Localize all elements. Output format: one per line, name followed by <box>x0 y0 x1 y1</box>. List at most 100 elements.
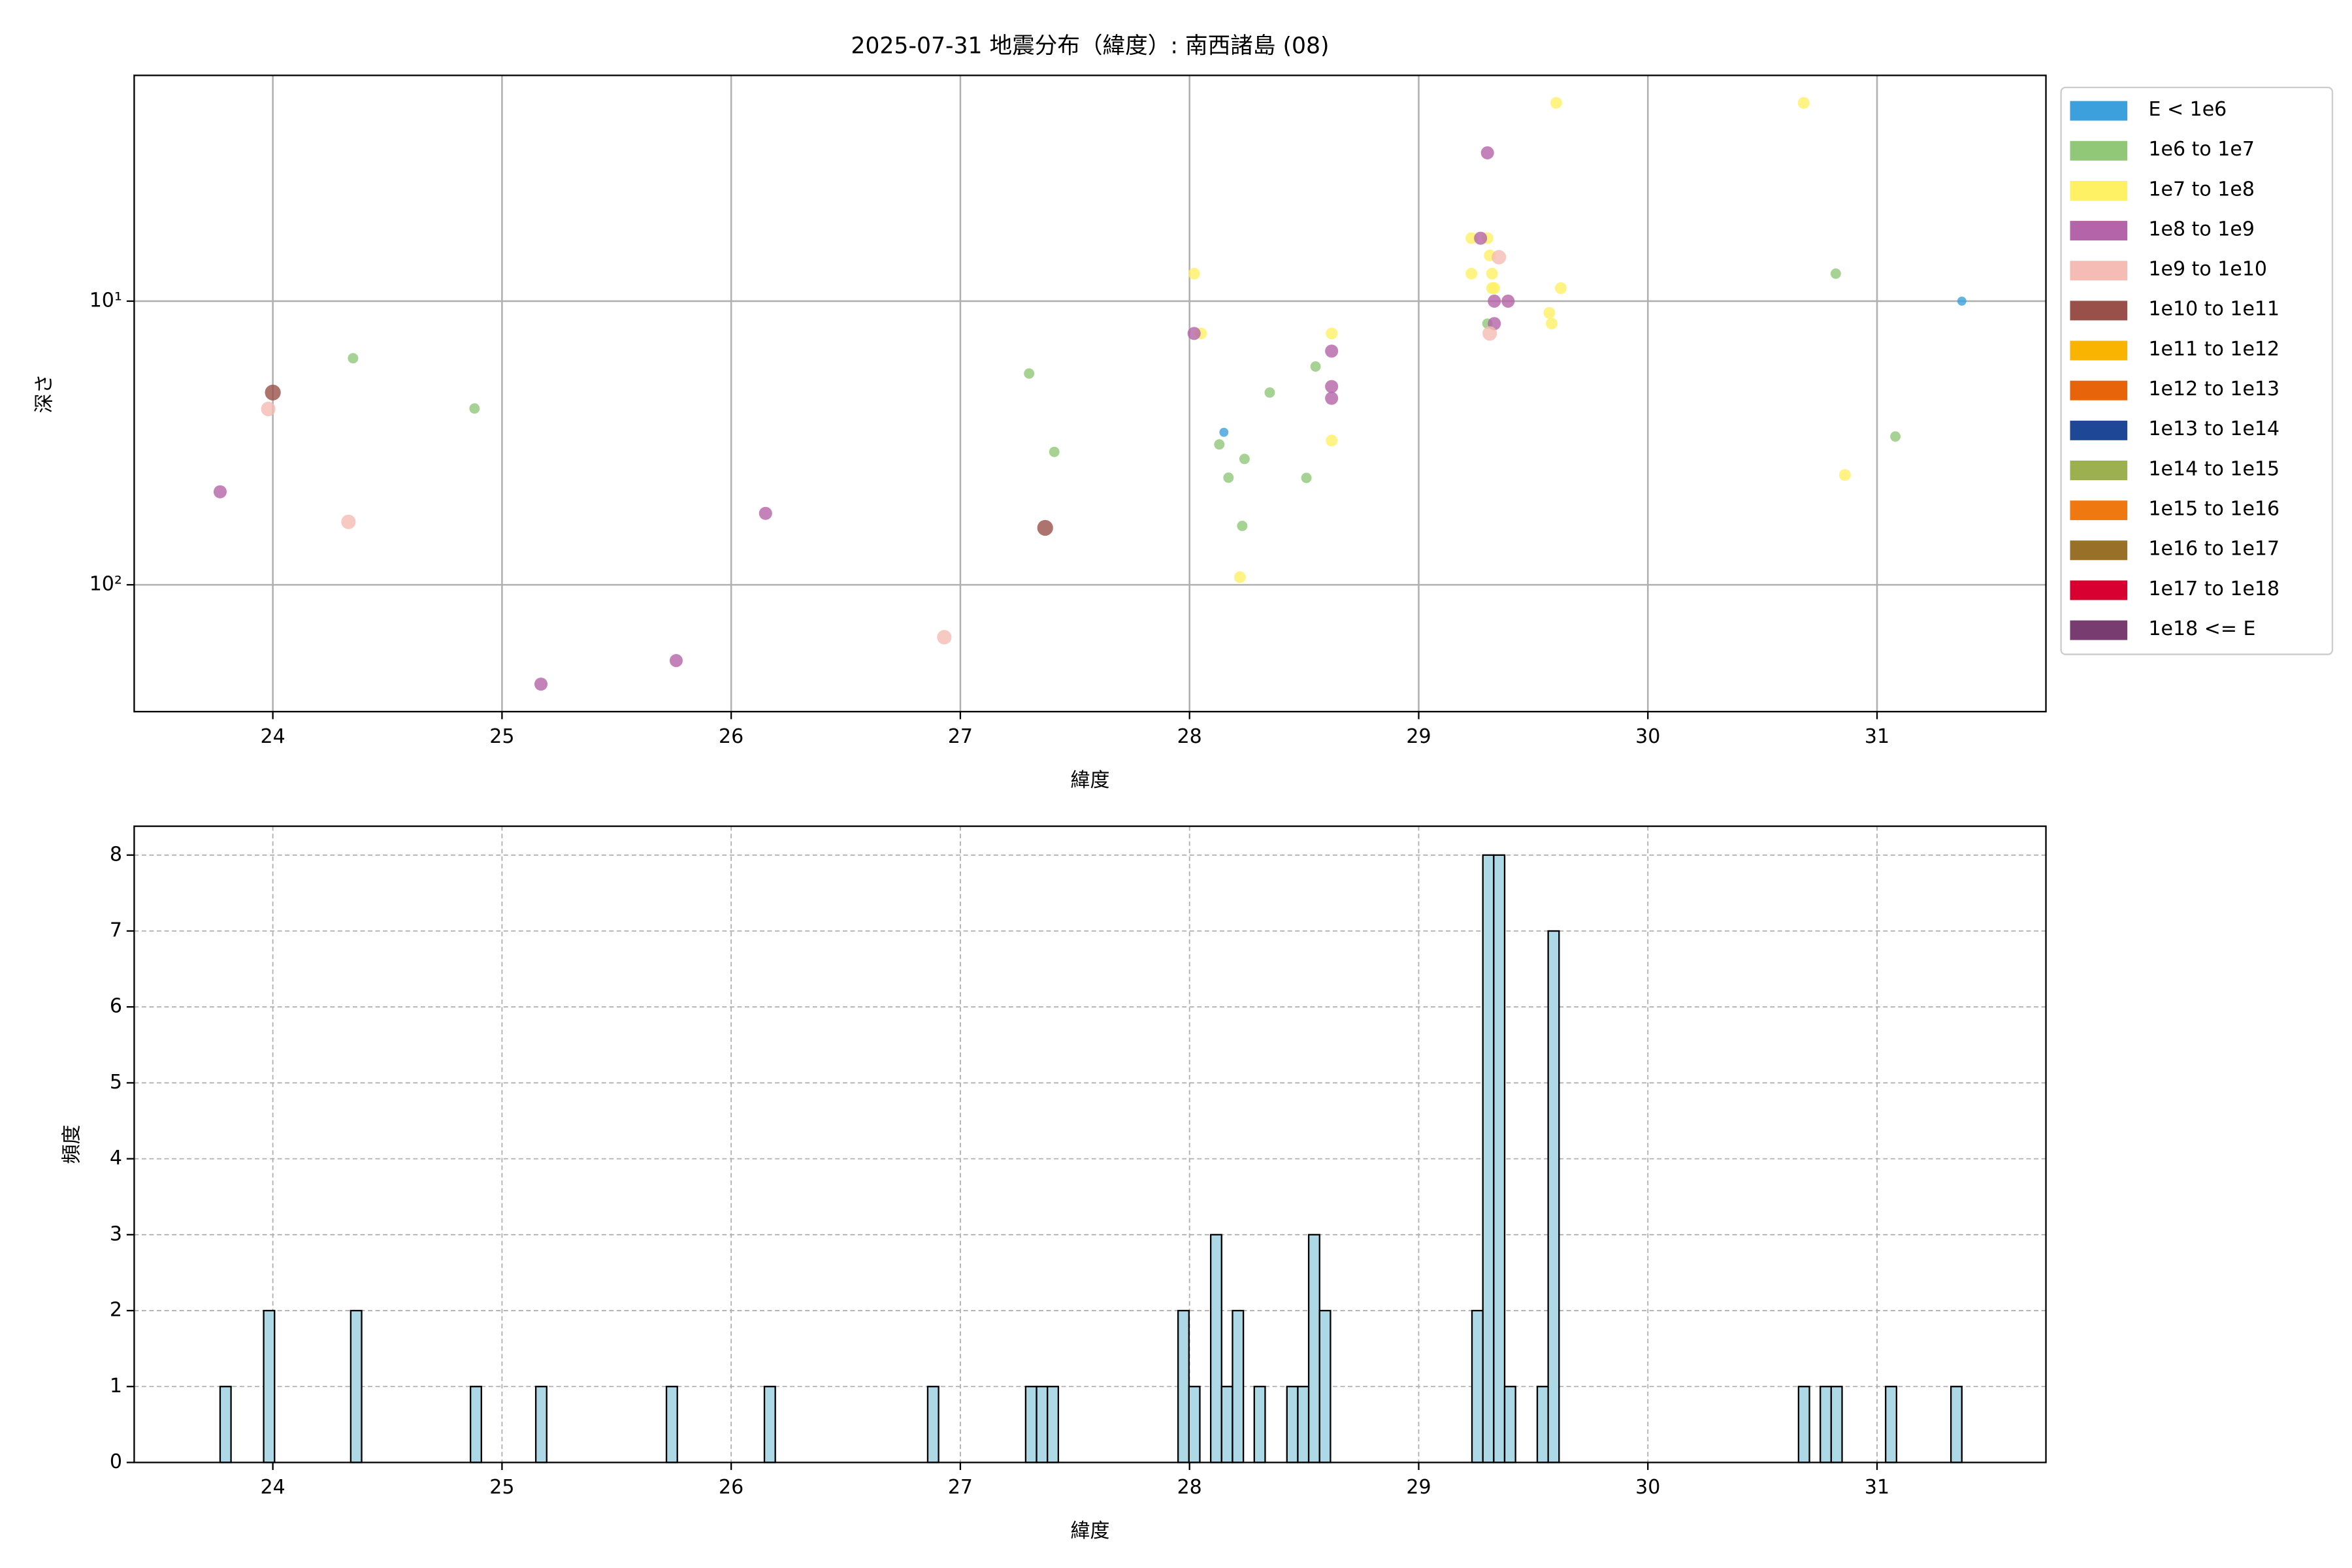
legend-label: 1e13 to 1e14 <box>2148 417 2279 440</box>
scatter-point <box>1049 446 1060 457</box>
legend-label: 1e9 to 1e10 <box>2148 258 2267 281</box>
histogram-bar <box>1307 1233 1320 1463</box>
x-tick-label: 31 <box>1865 1476 1889 1499</box>
scatter-point <box>213 485 227 498</box>
scatter-point <box>1488 294 1501 308</box>
y-tick-label: 2 <box>110 1299 122 1322</box>
scatter-point <box>1325 344 1339 358</box>
y-tick-label: 7 <box>110 919 122 941</box>
histogram-bar <box>350 1309 363 1463</box>
x-tick-label: 29 <box>1406 1476 1431 1499</box>
histogram-bar <box>1493 854 1506 1463</box>
histogram-bar <box>1297 1386 1310 1463</box>
scatter-point <box>348 353 359 364</box>
legend-swatch <box>2070 500 2128 521</box>
legend-swatch <box>2070 140 2128 161</box>
scatter-point <box>669 654 683 668</box>
legend-label: 1e12 to 1e13 <box>2148 378 2279 400</box>
x-tick-label: 27 <box>948 1476 973 1499</box>
scatter-point <box>1237 520 1248 531</box>
scatter-point <box>1188 267 1200 280</box>
scatter-point <box>1482 326 1497 341</box>
x-axis-label: 緯度 <box>1070 1520 1109 1543</box>
scatter-point <box>937 630 952 645</box>
legend-label: 1e15 to 1e16 <box>2148 498 2279 521</box>
y-tick-label: 0 <box>110 1450 122 1473</box>
y-tick-label: 10² <box>90 573 122 596</box>
legend-swatch <box>2070 101 2128 121</box>
scatter-point <box>1219 427 1229 437</box>
histogram-bar <box>1220 1386 1233 1463</box>
scatter-point <box>1310 361 1321 372</box>
histogram-bar <box>1820 1386 1833 1463</box>
legend-swatch <box>2070 180 2128 201</box>
histogram-bar <box>1482 854 1495 1463</box>
legend-label: 1e8 to 1e9 <box>2148 218 2254 240</box>
scatter-point <box>1037 519 1053 536</box>
histogram-bar <box>1830 1386 1843 1463</box>
scatter-point <box>1545 318 1558 330</box>
scatter-point <box>265 384 281 400</box>
histogram-bar <box>1797 1386 1810 1463</box>
scatter-point <box>1465 232 1478 244</box>
scatter-point <box>1326 327 1338 340</box>
legend-swatch <box>2070 540 2128 561</box>
scatter-point <box>759 506 772 520</box>
legend-swatch <box>2070 620 2128 640</box>
x-tick-label: 31 <box>1865 725 1889 748</box>
legend: E < 1e6 1e6 to 1e7 1e7 to 1e8 1e8 to 1e9 1e9… <box>2060 86 2334 655</box>
legend-label: 1e10 to 1e11 <box>2148 298 2279 321</box>
scatter-point <box>1187 327 1201 340</box>
x-tick-label: 25 <box>489 725 514 748</box>
histogram-bar <box>1503 1386 1516 1463</box>
histogram-bar <box>263 1309 276 1463</box>
plot-frame <box>133 825 2047 1463</box>
histogram-bar <box>1047 1386 1060 1463</box>
legend-label: 1e18 <= E <box>2148 617 2255 640</box>
legend-swatch <box>2070 301 2128 321</box>
scatter-point <box>1501 294 1515 308</box>
x-tick-label: 24 <box>261 725 286 748</box>
scatter-point <box>1480 146 1494 159</box>
histogram-bar <box>1177 1309 1190 1463</box>
legend-label: 1e16 to 1e17 <box>2148 538 2279 561</box>
scatter-point <box>1326 434 1338 447</box>
scatter-point <box>1543 306 1556 319</box>
histogram-bar <box>469 1386 482 1463</box>
scatter-point <box>261 401 276 417</box>
x-tick-label: 25 <box>489 1476 514 1499</box>
x-tick-label: 24 <box>261 1476 286 1499</box>
scatter-point <box>1486 267 1498 280</box>
plot-frame <box>133 74 2047 713</box>
histogram-bar <box>1547 930 1560 1463</box>
scatter-point <box>1325 380 1339 393</box>
histogram-bar <box>1232 1309 1245 1463</box>
legend-swatch <box>2070 380 2128 400</box>
x-tick-label: 28 <box>1177 1476 1202 1499</box>
histogram-bar <box>1036 1386 1049 1463</box>
scatter-point <box>1301 472 1312 483</box>
x-axis-label: 緯度 <box>1070 769 1109 792</box>
y-tick-label: 3 <box>110 1222 122 1245</box>
legend-label: 1e11 to 1e12 <box>2148 338 2279 361</box>
histogram-bar <box>1209 1233 1222 1463</box>
y-axis-label: 頻度 <box>60 1125 83 1164</box>
x-tick-label: 26 <box>719 725 743 748</box>
legend-swatch <box>2070 420 2128 440</box>
scatter-point <box>1465 267 1478 280</box>
x-tick-label: 27 <box>948 725 973 748</box>
chart-title: 2025-07-31 地震分布（緯度）: 南西諸島 (08) <box>851 33 1329 59</box>
y-tick-label: 10¹ <box>90 289 122 312</box>
x-tick-label: 30 <box>1635 1476 1660 1499</box>
scatter-point <box>1957 297 1967 306</box>
legend-label: 1e7 to 1e8 <box>2148 178 2254 201</box>
histogram-bar <box>219 1386 232 1463</box>
scatter-point <box>1830 268 1841 279</box>
legend-label: E < 1e6 <box>2148 98 2227 121</box>
y-tick-label: 4 <box>110 1147 122 1169</box>
scatter-point <box>1024 368 1035 379</box>
x-tick-label: 30 <box>1635 725 1660 748</box>
histogram-bar <box>763 1386 776 1463</box>
